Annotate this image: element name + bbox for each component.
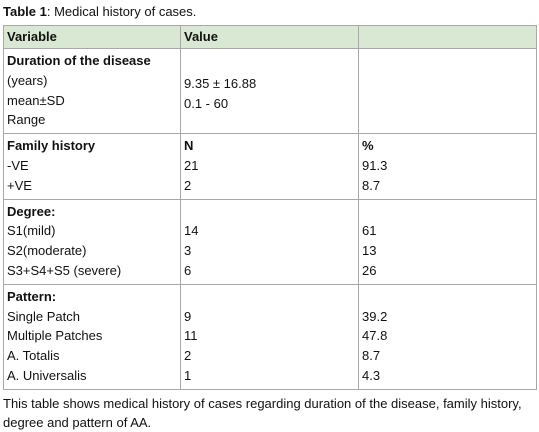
section-heading: Duration of the disease: [7, 53, 151, 68]
empty-cell: [358, 47, 537, 135]
percent: 39.2: [362, 308, 388, 324]
label: mean±SD: [7, 92, 65, 108]
header-cell: [358, 25, 537, 49]
header-cell: Value: [180, 25, 359, 49]
label: Range: [7, 112, 46, 128]
caption: Table 1: Medical history of cases.: [3, 4, 196, 19]
count-cell: 14 3 6: [180, 198, 359, 285]
percent-cell: % 91.3 8.7: [358, 133, 537, 200]
label: A. Universalis: [7, 367, 87, 383]
spacer: [362, 202, 533, 222]
label: Multiple Patches: [7, 328, 103, 344]
spacer: [184, 287, 355, 307]
label: Single Patch: [7, 308, 80, 324]
percent: 8.7: [362, 348, 381, 364]
count: 14: [184, 223, 199, 239]
label: S2(moderate): [7, 243, 87, 259]
pattern-row: Pattern: Single Patch Multiple Patches A. T…: [3, 283, 537, 390]
caption-label: Table 1: [3, 4, 47, 19]
section-heading: Degree:: [7, 203, 56, 219]
percent: 4.3: [362, 367, 381, 383]
count: 2: [184, 177, 192, 193]
percent-cell: 61 13 26: [358, 198, 537, 285]
degree-row: Degree: S1(mild) S2(moderate) S3+S4+S5 (sev…: [3, 198, 537, 285]
count: 9: [184, 308, 192, 324]
column-heading: %: [362, 138, 374, 154]
value: 0.1 - 60: [184, 96, 229, 112]
label: -VE: [7, 157, 29, 173]
column-heading: N: [184, 138, 194, 154]
caption-text: : Medical history of cases.: [46, 4, 197, 19]
header-row: Variable Value: [3, 25, 537, 49]
percent: 61: [362, 223, 377, 239]
spacer: [362, 287, 533, 307]
count: 11: [184, 328, 198, 344]
value: 9.35 ± 16.88: [184, 76, 257, 92]
count-cell: N 21 2: [180, 133, 359, 200]
value-cell: 9.35 ± 16.88 0.1 - 60: [180, 47, 359, 135]
label-cell: Family history -VE +VE: [3, 133, 181, 200]
percent: 13: [362, 243, 377, 259]
section-heading: Family history: [7, 138, 96, 154]
label: A. Totalis: [7, 348, 60, 364]
count: 2: [184, 348, 192, 364]
history-table: Variable Value Duration of the disease (…: [3, 25, 537, 390]
count: 21: [184, 157, 199, 173]
label: S1(mild): [7, 223, 56, 239]
duration-row: Duration of the disease (years) mean±SD …: [3, 47, 537, 135]
percent: 47.8: [362, 328, 388, 344]
label: +VE: [7, 177, 32, 193]
count: 1: [184, 367, 192, 383]
label: (years): [7, 72, 48, 88]
count: 6: [184, 262, 192, 278]
label: S3+S4+S5 (severe): [7, 262, 122, 278]
count-cell: 9 11 2 1: [180, 283, 359, 390]
label-cell: Duration of the disease (years) mean±SD …: [3, 47, 181, 135]
family-row: Family history -VE +VE N 21 2% 91.3 8.7: [3, 133, 537, 200]
percent-cell: 39.2 47.8 8.7 4.3: [358, 283, 537, 390]
label-cell: Pattern: Single Patch Multiple Patches A. T…: [3, 283, 181, 390]
percent: 91.3: [362, 157, 388, 173]
section-heading: Pattern:: [7, 288, 57, 304]
count: 3: [184, 243, 192, 259]
table-note: This table shows medical history of case…: [3, 396, 522, 430]
percent: 8.7: [362, 177, 381, 193]
header-cell: Variable: [3, 25, 181, 49]
spacer: [184, 202, 355, 222]
label-cell: Degree: S1(mild) S2(moderate) S3+S4+S5 (sev…: [3, 198, 181, 285]
percent: 26: [362, 262, 377, 278]
